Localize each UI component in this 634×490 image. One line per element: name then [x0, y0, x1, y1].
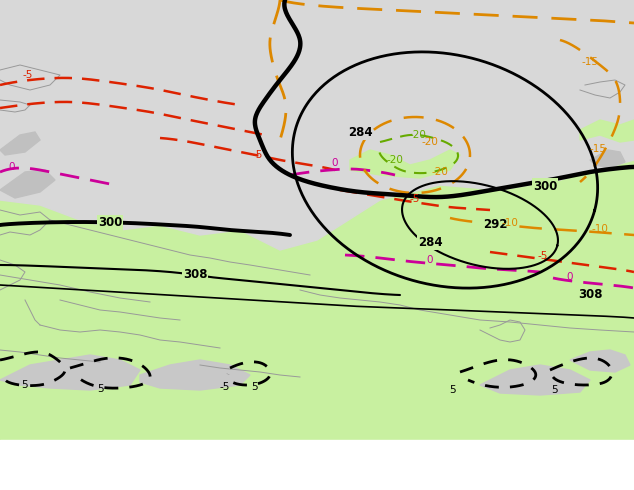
- Text: 5: 5: [449, 385, 455, 395]
- Text: 300: 300: [98, 217, 122, 229]
- Text: 300: 300: [533, 179, 557, 193]
- Text: 284: 284: [418, 236, 443, 248]
- Text: -5: -5: [253, 150, 263, 160]
- Text: 5: 5: [97, 384, 103, 394]
- Polygon shape: [0, 0, 634, 250]
- Text: -15: -15: [590, 144, 607, 154]
- Text: 5: 5: [22, 380, 29, 390]
- Polygon shape: [580, 120, 634, 142]
- Polygon shape: [0, 170, 55, 198]
- Text: 0: 0: [8, 162, 15, 172]
- Text: Height/Temp. 700 hPa [gdmp][°C] ECMWF: Height/Temp. 700 hPa [gdmp][°C] ECMWF: [6, 455, 245, 465]
- Text: 0: 0: [332, 158, 339, 168]
- Text: 292: 292: [482, 219, 507, 231]
- Polygon shape: [140, 360, 250, 390]
- Text: -5: -5: [220, 382, 230, 392]
- Text: 308: 308: [578, 289, 602, 301]
- Text: Su 02-06-2024 00:00 UTC ❠00+144❡: Su 02-06-2024 00:00 UTC ❠00+144❡: [360, 452, 572, 464]
- Polygon shape: [570, 350, 630, 372]
- Text: -20: -20: [410, 130, 427, 140]
- Text: -20: -20: [387, 155, 403, 165]
- Text: ©weatheronline.co.uk: ©weatheronline.co.uk: [430, 473, 554, 483]
- Polygon shape: [590, 150, 625, 168]
- Text: -20: -20: [432, 167, 448, 177]
- Text: -5: -5: [538, 251, 548, 261]
- Text: -5: -5: [23, 70, 33, 80]
- Text: 5: 5: [252, 382, 258, 392]
- Text: -20: -20: [422, 137, 439, 147]
- Text: -10: -10: [592, 224, 609, 234]
- Polygon shape: [350, 150, 460, 178]
- Text: 5: 5: [552, 385, 559, 395]
- Text: -5: -5: [410, 194, 420, 204]
- Polygon shape: [0, 132, 40, 155]
- Text: 284: 284: [347, 125, 372, 139]
- Text: -10: -10: [501, 218, 519, 228]
- Text: 0: 0: [427, 255, 433, 265]
- Polygon shape: [480, 365, 590, 395]
- Text: 308: 308: [183, 269, 207, 281]
- Polygon shape: [0, 355, 140, 390]
- Text: -15: -15: [581, 57, 598, 67]
- Text: 0: 0: [567, 272, 573, 282]
